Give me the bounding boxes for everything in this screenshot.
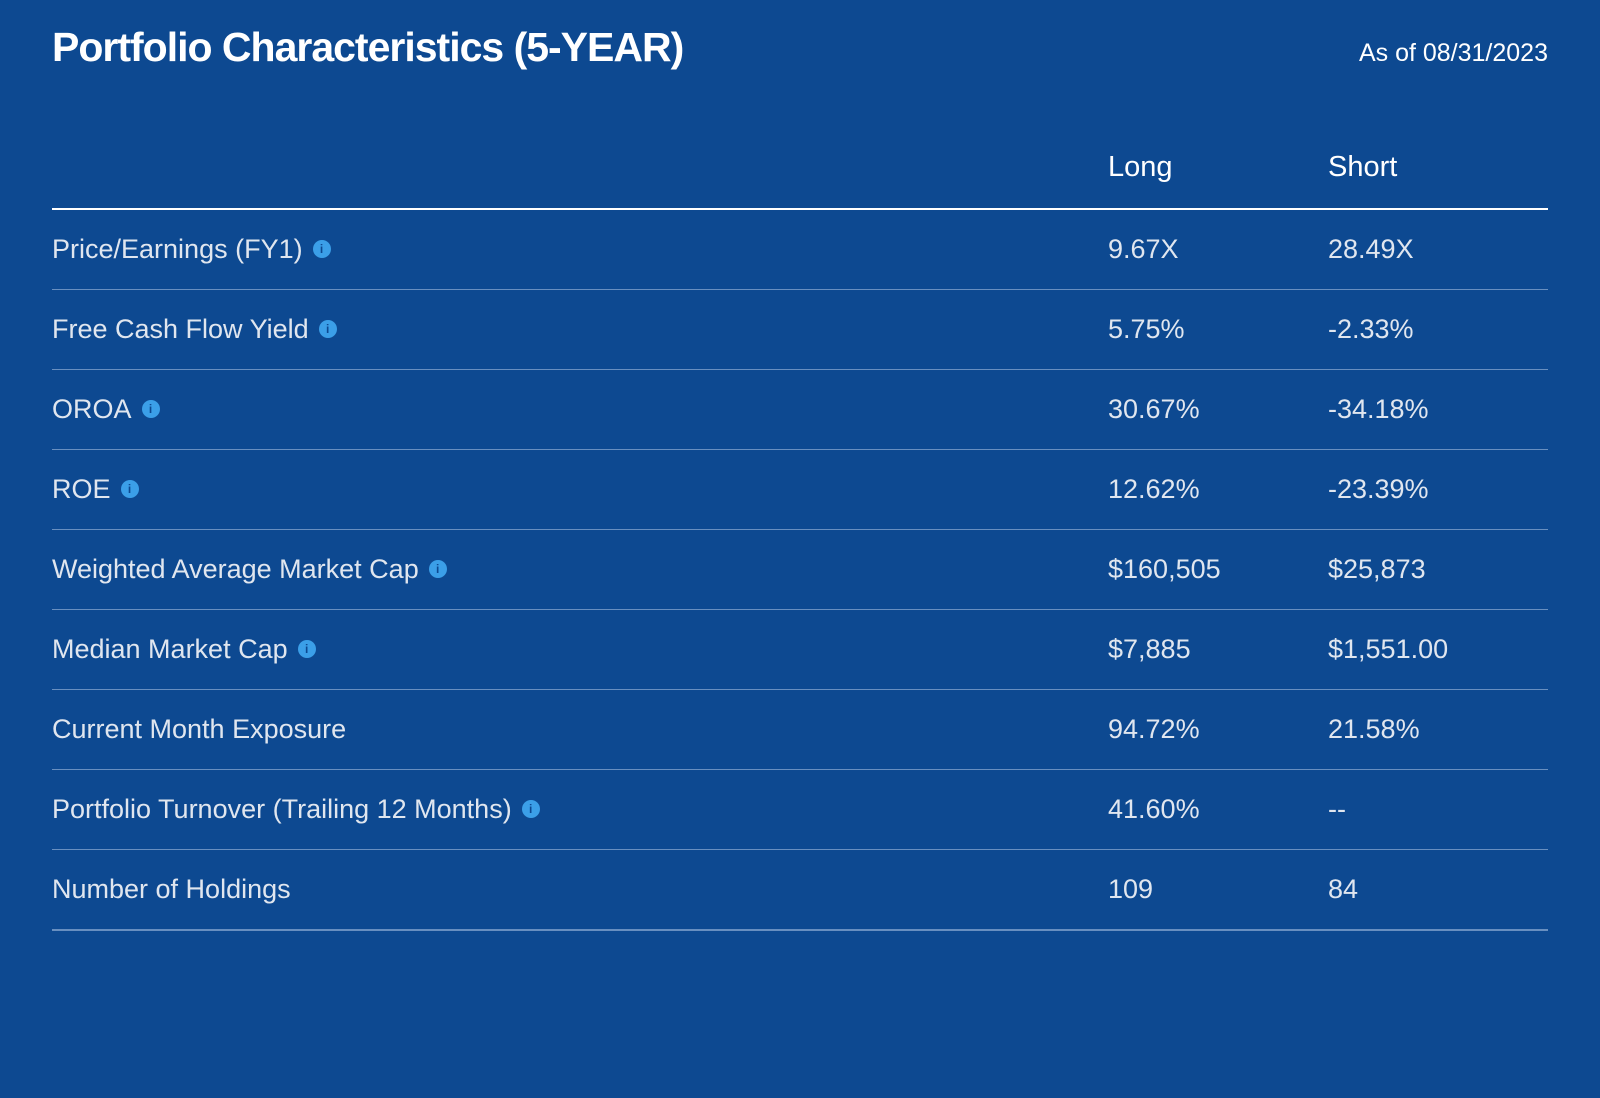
table-row: Weighted Average Market Cap i $160,505$25,…	[52, 530, 1548, 610]
metric-label: Portfolio Turnover (Trailing 12 Months) i	[52, 770, 1108, 850]
metric-label-text: Current Month Exposure	[52, 714, 346, 744]
value-short: 84	[1328, 850, 1548, 931]
metric-label: Median Market Cap i	[52, 610, 1108, 690]
table-row: Free Cash Flow Yield i 5.75%-2.33%	[52, 290, 1548, 370]
value-short: $25,873	[1328, 530, 1548, 610]
page-title: Portfolio Characteristics (5-YEAR)	[52, 24, 683, 71]
value-long: 12.62%	[1108, 450, 1328, 530]
table-row: Median Market Cap i $7,885$1,551.00	[52, 610, 1548, 690]
value-long: 41.60%	[1108, 770, 1328, 850]
value-long: $160,505	[1108, 530, 1328, 610]
metric-label: Number of Holdings	[52, 850, 1108, 931]
table-row: Portfolio Turnover (Trailing 12 Months) i…	[52, 770, 1548, 850]
metric-label-text: Median Market Cap	[52, 634, 288, 664]
metric-label: ROE i	[52, 450, 1108, 530]
value-long: 30.67%	[1108, 370, 1328, 450]
metric-label-text: Free Cash Flow Yield	[52, 314, 309, 344]
value-short: $1,551.00	[1328, 610, 1548, 690]
value-long: 109	[1108, 850, 1328, 931]
info-icon[interactable]: i	[522, 800, 540, 818]
characteristics-table: Long Short Price/Earnings (FY1) i 9.67X28.…	[52, 151, 1548, 931]
metric-label-text: Number of Holdings	[52, 874, 291, 904]
table-row: ROE i 12.62%-23.39%	[52, 450, 1548, 530]
value-short: 28.49X	[1328, 209, 1548, 290]
info-icon[interactable]: i	[313, 240, 331, 258]
value-short: -2.33%	[1328, 290, 1548, 370]
as-of-date: As of 08/31/2023	[1359, 39, 1548, 68]
value-short: -34.18%	[1328, 370, 1548, 450]
value-short: 21.58%	[1328, 690, 1548, 770]
value-long: 5.75%	[1108, 290, 1328, 370]
metric-label: Price/Earnings (FY1) i	[52, 209, 1108, 290]
value-long: $7,885	[1108, 610, 1328, 690]
info-icon[interactable]: i	[429, 560, 447, 578]
column-header-long: Long	[1108, 151, 1328, 209]
metric-label: Free Cash Flow Yield i	[52, 290, 1108, 370]
metric-label-text: Price/Earnings (FY1)	[52, 234, 303, 264]
info-icon[interactable]: i	[142, 400, 160, 418]
metric-label-text: ROE	[52, 474, 111, 504]
metric-label: Weighted Average Market Cap i	[52, 530, 1108, 610]
column-header-metric	[52, 151, 1108, 209]
metric-label-text: OROA	[52, 394, 132, 424]
value-short: --	[1328, 770, 1548, 850]
table-row: Current Month Exposure 94.72%21.58%	[52, 690, 1548, 770]
metric-label: OROA i	[52, 370, 1108, 450]
value-long: 94.72%	[1108, 690, 1328, 770]
table-row: Number of Holdings 10984	[52, 850, 1548, 931]
info-icon[interactable]: i	[319, 320, 337, 338]
table-header-row: Long Short	[52, 151, 1548, 209]
value-long: 9.67X	[1108, 209, 1328, 290]
column-header-short: Short	[1328, 151, 1548, 209]
table-row: Price/Earnings (FY1) i 9.67X28.49X	[52, 209, 1548, 290]
value-short: -23.39%	[1328, 450, 1548, 530]
metric-label: Current Month Exposure	[52, 690, 1108, 770]
table-body: Price/Earnings (FY1)i9.67X28.49XFree Cas…	[52, 209, 1548, 930]
header: Portfolio Characteristics (5-YEAR) As of…	[52, 24, 1548, 71]
info-icon[interactable]: i	[298, 640, 316, 658]
metric-label-text: Weighted Average Market Cap	[52, 554, 419, 584]
table-row: OROA i 30.67%-34.18%	[52, 370, 1548, 450]
info-icon[interactable]: i	[121, 480, 139, 498]
metric-label-text: Portfolio Turnover (Trailing 12 Months)	[52, 794, 512, 824]
